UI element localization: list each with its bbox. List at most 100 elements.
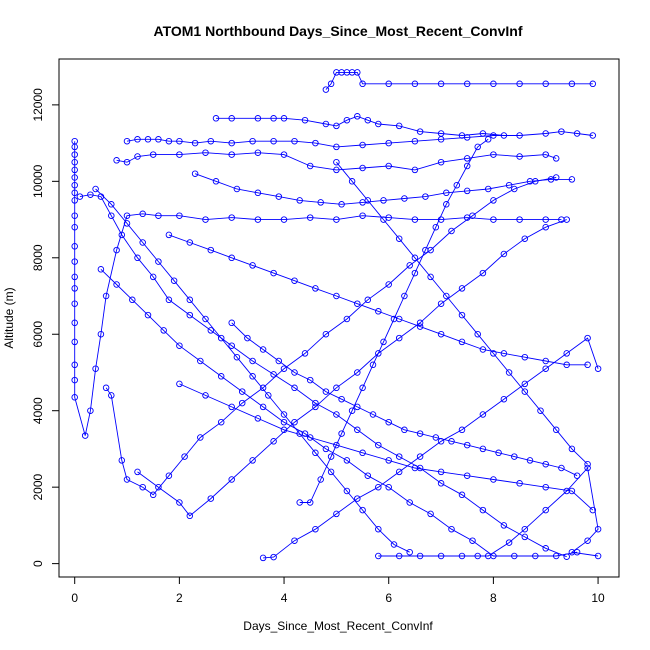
data-point bbox=[71, 361, 78, 369]
series-16 bbox=[228, 319, 581, 479]
data-point bbox=[186, 512, 194, 520]
series-line bbox=[231, 322, 578, 477]
data-point bbox=[516, 480, 523, 487]
data-point bbox=[432, 223, 440, 231]
data-point bbox=[406, 548, 413, 556]
data-point bbox=[443, 189, 450, 197]
data-point bbox=[437, 468, 445, 476]
data-point bbox=[448, 227, 455, 235]
data-point bbox=[354, 426, 361, 434]
data-point bbox=[411, 166, 419, 174]
data-point bbox=[448, 525, 455, 533]
data-point bbox=[134, 254, 141, 262]
data-point bbox=[463, 187, 471, 195]
data-point bbox=[134, 136, 141, 143]
data-point bbox=[458, 285, 466, 292]
x-tick-label: 6 bbox=[385, 591, 392, 605]
data-point bbox=[165, 296, 173, 304]
data-point bbox=[108, 201, 115, 208]
data-point bbox=[584, 334, 591, 342]
data-point bbox=[176, 212, 183, 219]
data-point bbox=[155, 136, 162, 143]
data-point bbox=[521, 380, 529, 388]
data-point bbox=[552, 552, 560, 560]
data-point bbox=[139, 239, 146, 246]
data-point bbox=[526, 457, 534, 464]
data-point bbox=[333, 143, 340, 151]
data-point bbox=[521, 533, 529, 541]
data-point bbox=[165, 231, 173, 239]
data-point bbox=[490, 197, 497, 204]
series-18 bbox=[333, 158, 591, 468]
data-point bbox=[322, 445, 330, 453]
data-point bbox=[254, 415, 262, 422]
data-point bbox=[270, 137, 277, 145]
data-point bbox=[432, 434, 440, 441]
data-point bbox=[537, 407, 544, 414]
data-point bbox=[343, 487, 351, 495]
data-point bbox=[71, 273, 78, 281]
data-point bbox=[375, 552, 382, 560]
data-point bbox=[458, 311, 466, 319]
data-point bbox=[505, 369, 513, 376]
x-tick-label: 8 bbox=[490, 591, 497, 605]
data-point bbox=[369, 411, 377, 418]
data-point bbox=[490, 216, 497, 223]
data-point bbox=[532, 552, 539, 560]
data-point bbox=[563, 216, 570, 223]
data-point bbox=[547, 176, 555, 183]
data-point bbox=[542, 216, 549, 223]
data-point bbox=[479, 445, 487, 453]
data-point bbox=[207, 137, 215, 145]
data-point bbox=[280, 411, 288, 418]
data-point bbox=[233, 353, 241, 361]
data-point bbox=[594, 552, 602, 560]
data-point bbox=[385, 80, 392, 88]
data-point bbox=[149, 491, 157, 499]
data-point bbox=[249, 262, 256, 269]
data-point bbox=[155, 212, 162, 219]
data-point bbox=[71, 223, 78, 231]
data-point bbox=[359, 80, 366, 88]
data-point bbox=[411, 216, 419, 223]
data-point bbox=[511, 453, 518, 460]
data-point bbox=[254, 189, 262, 197]
data-point bbox=[343, 457, 351, 464]
data-point bbox=[500, 522, 508, 529]
data-point bbox=[306, 214, 314, 221]
y-tick-label: 0 bbox=[31, 560, 45, 567]
data-point bbox=[322, 86, 330, 93]
data-point bbox=[92, 185, 99, 193]
data-point bbox=[207, 246, 215, 254]
data-point bbox=[306, 162, 314, 170]
data-layer bbox=[71, 69, 602, 562]
data-point bbox=[71, 181, 78, 189]
data-point bbox=[490, 151, 497, 158]
data-point bbox=[437, 80, 445, 88]
data-point bbox=[542, 151, 549, 158]
data-point bbox=[479, 269, 487, 277]
data-point bbox=[589, 80, 597, 88]
data-point bbox=[186, 311, 194, 319]
data-point bbox=[312, 399, 319, 407]
data-point bbox=[500, 350, 508, 357]
data-point bbox=[359, 449, 366, 457]
series-line bbox=[79, 194, 567, 558]
data-point bbox=[490, 132, 497, 139]
plot-frame bbox=[58, 58, 620, 578]
data-point bbox=[568, 487, 576, 495]
data-point bbox=[149, 151, 157, 158]
data-point bbox=[207, 327, 215, 334]
data-point bbox=[406, 262, 413, 269]
data-point bbox=[364, 472, 372, 479]
data-point bbox=[113, 246, 120, 254]
data-point bbox=[348, 407, 356, 414]
data-point bbox=[500, 395, 508, 403]
data-point bbox=[97, 330, 105, 338]
data-point bbox=[375, 308, 382, 315]
data-point bbox=[249, 373, 256, 380]
x-tick-label: 2 bbox=[176, 591, 183, 605]
data-point bbox=[354, 403, 361, 411]
data-point bbox=[484, 136, 492, 143]
